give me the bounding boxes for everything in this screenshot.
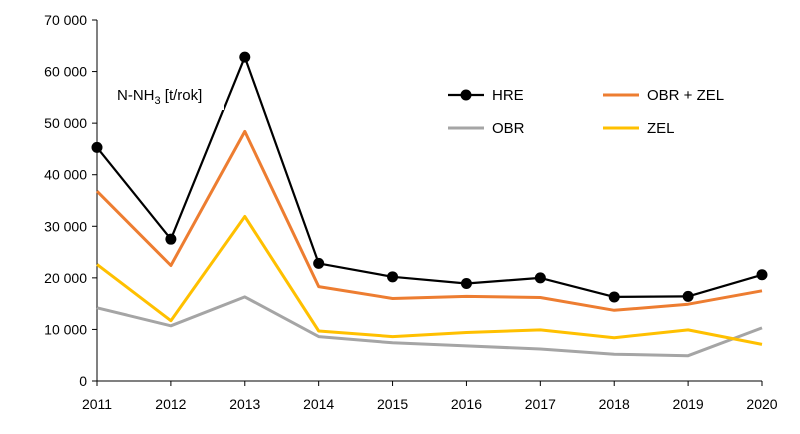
data-point-hre xyxy=(534,272,546,284)
y-tick-label: 40 000 xyxy=(44,167,87,183)
series-line-zel xyxy=(96,215,763,346)
y-tick-label: 20 000 xyxy=(44,270,87,286)
data-point-hre xyxy=(313,257,325,269)
unit-label-suffix: [t/rok] xyxy=(161,87,203,104)
x-tick-label: 2020 xyxy=(746,396,777,412)
data-point-hre xyxy=(608,291,620,303)
y-tick-label: 70 000 xyxy=(44,12,87,28)
svg-text:N-NH3 [t/rok]: N-NH3 [t/rok] xyxy=(117,87,202,107)
x-tick-label: 2013 xyxy=(229,396,260,412)
data-point-hre xyxy=(756,269,768,281)
x-tick-label: 2011 xyxy=(82,396,112,412)
unit-label-prefix: N-NH xyxy=(117,87,155,104)
y-tick-label: 50 000 xyxy=(44,115,87,131)
legend-label: ZEL xyxy=(647,120,675,137)
legend: HRE OBR + ZEL OBR ZEL xyxy=(448,87,724,137)
series-layer xyxy=(91,51,768,358)
legend-item-zel: ZEL xyxy=(603,120,675,137)
axes: 0 10 000 20 000 30 000 40 000 50 000 60 000 70 … xyxy=(44,12,778,412)
legend-label: HRE xyxy=(492,87,524,104)
series-line-obr xyxy=(96,295,763,358)
data-point-hre xyxy=(460,278,472,290)
x-tick-label: 2016 xyxy=(451,396,482,412)
y-tick-label: 60 000 xyxy=(44,64,87,80)
legend-marker xyxy=(460,89,472,101)
series-line-obr-zel xyxy=(95,129,763,312)
series-line-hre xyxy=(96,55,763,298)
data-point-hre xyxy=(387,271,399,283)
legend-item-obr-zel: OBR + ZEL xyxy=(603,87,724,104)
unit-label: N-NH3 [t/rok] xyxy=(112,82,224,110)
data-point-hre xyxy=(91,141,103,153)
data-point-hre xyxy=(239,51,251,63)
x-tick-label: 2012 xyxy=(155,396,186,412)
legend-label: OBR xyxy=(492,120,525,137)
data-point-hre xyxy=(165,233,177,245)
y-tick-label: 0 xyxy=(79,373,87,389)
legend-label: OBR + ZEL xyxy=(647,87,724,104)
data-point-hre xyxy=(682,290,694,302)
unit-label-subscript: 3 xyxy=(155,95,161,107)
x-tick-label: 2018 xyxy=(599,396,630,412)
x-tick-label: 2014 xyxy=(303,396,334,412)
x-tick-label: 2019 xyxy=(673,396,704,412)
x-tick-label: 2015 xyxy=(377,396,408,412)
x-tick-label: 2017 xyxy=(525,396,556,412)
y-tick-label: 30 000 xyxy=(44,218,87,234)
legend-item-obr: OBR xyxy=(448,120,525,137)
y-tick-label: 10 000 xyxy=(44,321,87,337)
legend-item-hre: HRE xyxy=(448,87,524,104)
